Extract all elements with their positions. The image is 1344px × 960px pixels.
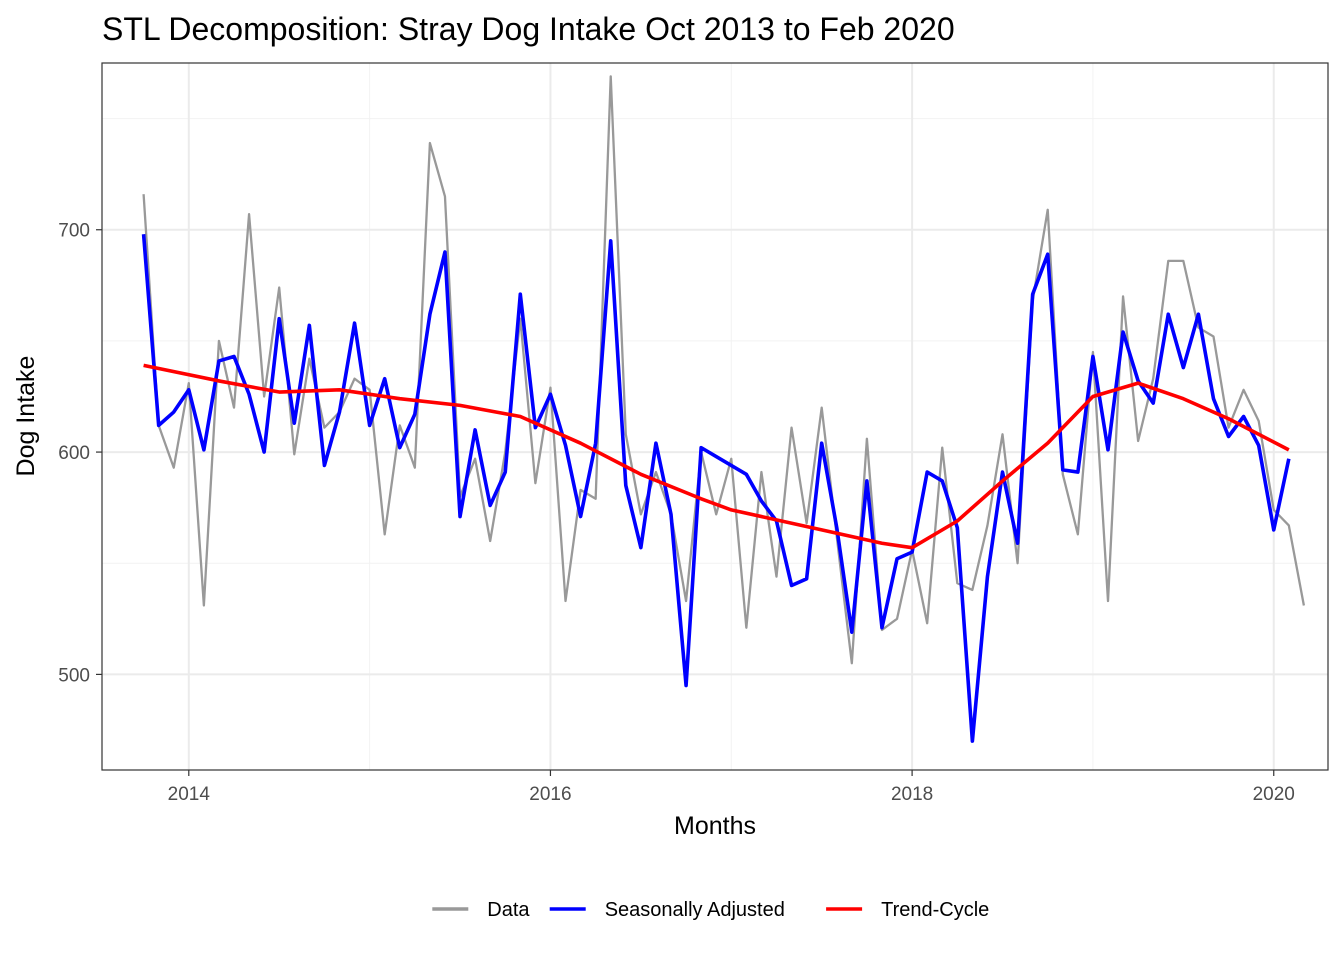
plot-panel-border <box>101 62 1329 771</box>
legend: Data Seasonally Adjusted Trend-Cycle <box>432 899 989 921</box>
x-tick-label: 2020 <box>1253 784 1295 805</box>
legend-label-seasonally-adjusted: Seasonally Adjusted <box>605 899 785 921</box>
major-gridlines <box>102 63 1328 770</box>
chart-title: STL Decomposition: Stray Dog Intake Oct … <box>102 11 955 47</box>
legend-label-data: Data <box>487 899 530 921</box>
x-tick-label: 2014 <box>168 784 211 805</box>
y-tick-label: 500 <box>58 665 90 686</box>
x-tick-label: 2016 <box>529 784 571 805</box>
y-axis-title: Dog Intake <box>12 356 40 477</box>
series-lines <box>141 75 1306 743</box>
y-axis-ticks: 500 600 700 <box>58 221 102 686</box>
series-line-seasonally-adjusted <box>141 234 1291 743</box>
y-tick-label: 600 <box>58 443 90 464</box>
legend-label-trend-cycle: Trend-Cycle <box>881 899 989 921</box>
x-axis-title: Months <box>674 812 756 840</box>
x-axis-ticks: 2014 2016 2018 2020 <box>168 770 1295 805</box>
series-line-trend-cycle <box>143 363 1290 550</box>
y-tick-label: 700 <box>58 221 90 242</box>
x-tick-label: 2018 <box>891 784 933 805</box>
